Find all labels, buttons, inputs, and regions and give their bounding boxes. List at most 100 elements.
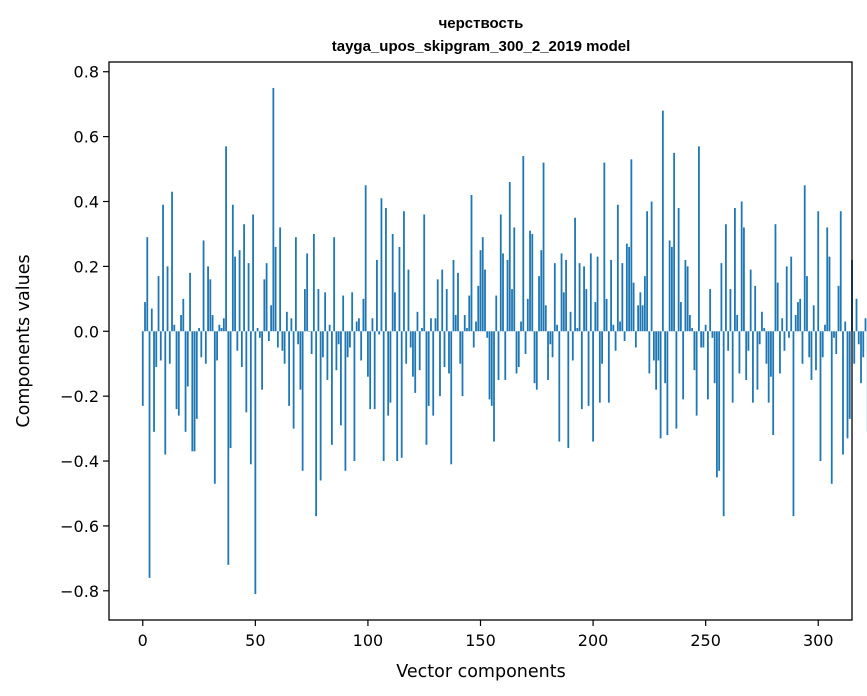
bar [515, 331, 518, 374]
bar [844, 321, 847, 332]
bar [810, 331, 813, 380]
bar [283, 331, 286, 364]
bar [430, 318, 432, 332]
bar [177, 331, 180, 416]
bar [625, 243, 628, 332]
bar [423, 214, 426, 332]
bar [553, 263, 556, 332]
bar [686, 266, 689, 332]
bar [150, 308, 153, 332]
bar [254, 331, 257, 595]
bar [349, 331, 351, 348]
bar [848, 331, 851, 419]
bar [378, 331, 381, 335]
bar [425, 331, 428, 445]
bar [803, 185, 806, 332]
bar [752, 331, 754, 403]
bar [218, 324, 221, 332]
bar [148, 331, 151, 578]
bar [285, 311, 288, 332]
bar [216, 331, 218, 361]
bar [270, 305, 273, 332]
bar [155, 331, 158, 367]
chart-subtitle: tayga_upos_skipgram_300_2_2019 model [332, 38, 631, 55]
bar [833, 331, 835, 338]
bar [445, 289, 448, 332]
bar [236, 331, 239, 351]
bar [466, 328, 468, 332]
bar [403, 211, 405, 332]
bar [481, 237, 484, 332]
bar [691, 328, 694, 332]
bar [709, 289, 712, 332]
y-tick-label: 0.6 [74, 128, 99, 147]
bar [153, 331, 155, 432]
bar [677, 207, 680, 332]
bar [716, 331, 718, 478]
bar [434, 318, 437, 332]
bar [693, 331, 696, 371]
bar [290, 318, 293, 332]
bar [565, 259, 567, 332]
bar [587, 331, 590, 406]
bar [463, 315, 466, 332]
bar [797, 302, 799, 332]
bar [198, 328, 200, 332]
bar [767, 331, 770, 403]
bar [457, 272, 459, 332]
bar [400, 331, 403, 458]
bar [704, 324, 707, 332]
bar [186, 331, 189, 387]
bar [569, 311, 572, 332]
bar [857, 331, 860, 345]
bar [815, 331, 817, 371]
bar [504, 331, 507, 380]
bar [427, 331, 430, 406]
bar [204, 331, 207, 364]
bar [281, 331, 284, 351]
bar [362, 298, 365, 332]
bar [630, 159, 633, 332]
bar [725, 224, 727, 332]
bar [297, 331, 300, 345]
bar [720, 263, 723, 332]
bar [664, 331, 667, 384]
bar [607, 331, 610, 403]
bar [175, 331, 178, 410]
y-tick-label: 0.0 [74, 322, 99, 341]
bar [783, 331, 786, 351]
bar [738, 331, 741, 374]
bar [380, 198, 383, 332]
bar [227, 331, 230, 565]
bar [389, 331, 392, 403]
bar [621, 263, 624, 332]
bar [245, 331, 248, 413]
bar [247, 263, 250, 332]
bar [684, 259, 687, 332]
bar [745, 331, 748, 380]
bar [409, 331, 412, 348]
x-tick-label: 50 [245, 631, 265, 650]
bar [382, 331, 385, 462]
bar [535, 331, 538, 390]
bar [641, 305, 644, 332]
bar [164, 331, 167, 455]
bar [213, 331, 216, 484]
bar [508, 182, 511, 332]
bar [346, 331, 349, 358]
bar [303, 289, 306, 332]
bar [166, 266, 169, 332]
bar [335, 331, 338, 371]
bar [272, 87, 275, 332]
bar [371, 318, 374, 332]
bar [547, 331, 549, 380]
bar [740, 201, 743, 332]
bar [785, 266, 788, 332]
bar [276, 331, 279, 348]
bar [756, 331, 759, 390]
bar [643, 276, 646, 332]
bar [842, 331, 844, 455]
bar [353, 331, 356, 462]
bar [162, 204, 164, 332]
